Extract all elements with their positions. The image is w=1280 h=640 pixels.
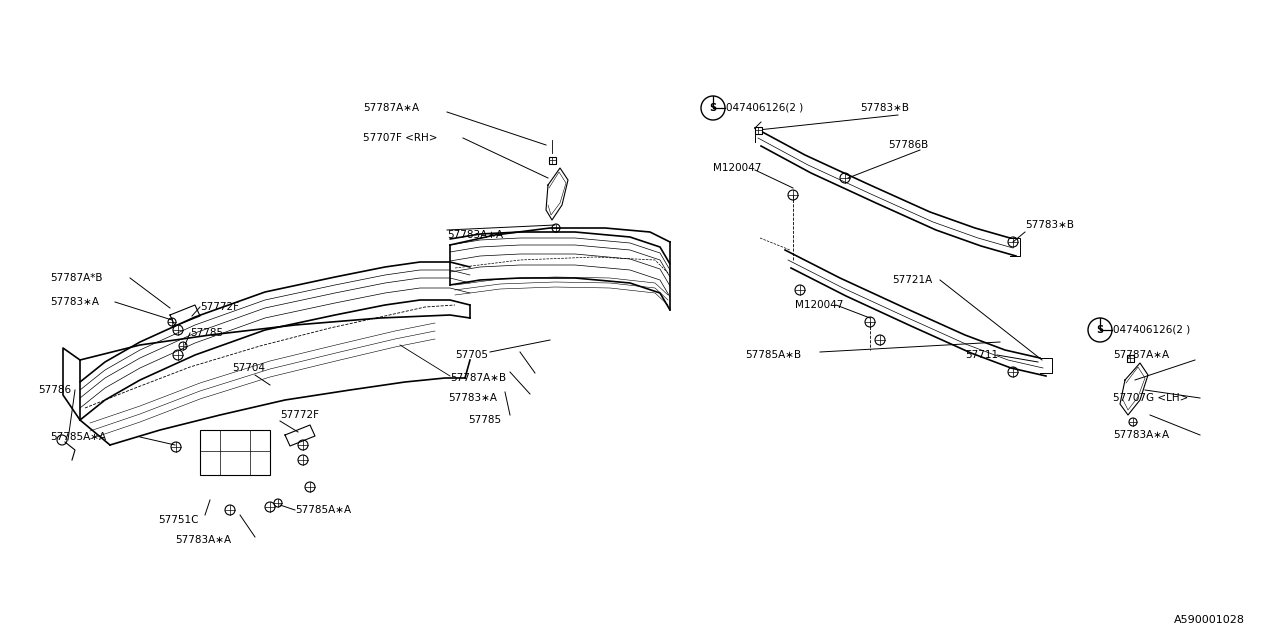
Text: S: S bbox=[1097, 325, 1103, 335]
Text: M120047: M120047 bbox=[795, 300, 844, 310]
Text: 57783A∗A: 57783A∗A bbox=[175, 535, 232, 545]
Text: 57707F <RH>: 57707F <RH> bbox=[364, 133, 438, 143]
Text: 57785: 57785 bbox=[468, 415, 502, 425]
Text: 57787A∗A: 57787A∗A bbox=[1114, 350, 1169, 360]
Text: 57704: 57704 bbox=[232, 363, 265, 373]
Text: S: S bbox=[709, 103, 717, 113]
Text: 57787A*B: 57787A*B bbox=[50, 273, 102, 283]
Text: A590001028: A590001028 bbox=[1174, 615, 1245, 625]
Text: 047406126(2 ): 047406126(2 ) bbox=[1114, 325, 1190, 335]
Text: 57783A∗A: 57783A∗A bbox=[1114, 430, 1169, 440]
Text: 57783∗B: 57783∗B bbox=[1025, 220, 1074, 230]
Text: 57785A∗A: 57785A∗A bbox=[294, 505, 351, 515]
Text: 57787A∗B: 57787A∗B bbox=[451, 373, 506, 383]
Text: 57783∗A: 57783∗A bbox=[50, 297, 99, 307]
Text: 57785: 57785 bbox=[189, 328, 223, 338]
Text: 57705: 57705 bbox=[454, 350, 488, 360]
Text: 57783A∗A: 57783A∗A bbox=[447, 230, 503, 240]
Text: 57787A∗A: 57787A∗A bbox=[364, 103, 419, 113]
Bar bbox=[754, 127, 762, 134]
Bar bbox=[1126, 355, 1134, 362]
Text: 57772F: 57772F bbox=[200, 302, 239, 312]
Text: 57783∗B: 57783∗B bbox=[860, 103, 909, 113]
Text: 57783∗A: 57783∗A bbox=[448, 393, 497, 403]
Text: 57751C: 57751C bbox=[157, 515, 198, 525]
Text: 57707G <LH>: 57707G <LH> bbox=[1114, 393, 1188, 403]
Text: 57772F: 57772F bbox=[280, 410, 319, 420]
Text: 57786: 57786 bbox=[38, 385, 72, 395]
Text: 57785A∗A: 57785A∗A bbox=[50, 432, 106, 442]
Text: 57785A∗B: 57785A∗B bbox=[745, 350, 801, 360]
Text: 57786B: 57786B bbox=[888, 140, 928, 150]
Text: M120047: M120047 bbox=[713, 163, 762, 173]
Bar bbox=[549, 157, 556, 163]
Bar bbox=[200, 430, 270, 475]
Text: 047406126(2 ): 047406126(2 ) bbox=[726, 103, 804, 113]
Text: 57721A: 57721A bbox=[892, 275, 932, 285]
Text: 57711: 57711 bbox=[965, 350, 998, 360]
